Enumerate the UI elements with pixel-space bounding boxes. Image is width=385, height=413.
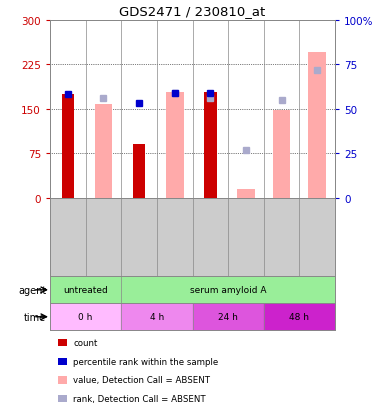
Text: serum amyloid A: serum amyloid A — [190, 286, 266, 294]
Text: value, Detection Call = ABSENT: value, Detection Call = ABSENT — [73, 375, 210, 385]
Text: 4 h: 4 h — [150, 313, 164, 321]
Bar — [62, 95, 74, 198]
Title: GDS2471 / 230810_at: GDS2471 / 230810_at — [119, 5, 266, 18]
Text: untreated: untreated — [63, 286, 108, 294]
Text: rank, Detection Call = ABSENT: rank, Detection Call = ABSENT — [73, 394, 206, 403]
Bar — [308, 53, 326, 198]
Text: agent: agent — [18, 285, 46, 295]
Bar — [273, 111, 290, 198]
Bar — [166, 93, 184, 198]
Text: 48 h: 48 h — [290, 313, 309, 321]
Text: 24 h: 24 h — [218, 313, 238, 321]
Bar — [95, 105, 112, 198]
Text: time: time — [24, 312, 46, 322]
Text: count: count — [73, 338, 97, 347]
Bar — [237, 189, 255, 198]
Text: 0 h: 0 h — [79, 313, 93, 321]
Text: percentile rank within the sample: percentile rank within the sample — [73, 357, 218, 366]
Bar — [133, 145, 145, 198]
Bar — [204, 93, 216, 198]
